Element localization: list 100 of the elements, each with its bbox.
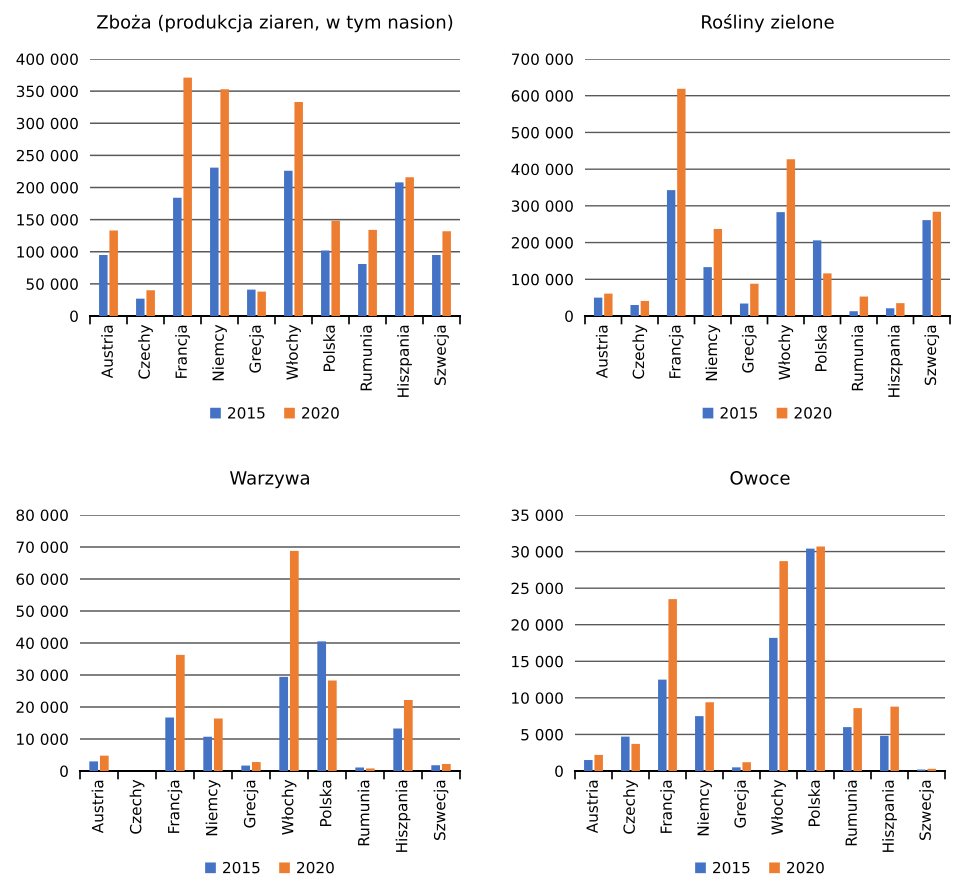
bar [165,718,174,771]
x-tick-label: Austria [92,780,104,834]
chart-title: Zboża (produkcja ziaren, w tym nasion) [97,14,452,32]
bar [584,760,593,771]
x-tick-label: Grecja [244,780,258,828]
y-tick-label: 20 000 [16,701,68,714]
x-tick-label: Czechy [130,780,144,834]
bar [393,728,402,771]
bar [294,102,303,316]
x-tick-label: Niemcy [206,780,220,836]
bar [404,700,413,771]
y-tick-label: 200 000 [16,182,78,194]
legend-label: 2015 [228,407,264,419]
bar [366,768,375,771]
x-tick-label: Czechy [623,780,638,834]
y-tick-label: 500 000 [512,126,573,138]
x-tick-label: Szwecja [924,326,940,385]
bar [823,273,832,316]
bar [922,220,931,316]
x-tick-label: Hiszpania [888,326,903,397]
y-tick-label: 100 000 [17,246,78,258]
bar [241,766,250,771]
x-tick-label: Austria [586,780,598,834]
bar [279,676,288,771]
x-tick-label: Czechy [632,324,648,379]
x-tick-label: Hiszpania [397,326,412,397]
y-tick-label: 20 000 [512,619,563,631]
bar [220,89,229,316]
y-tick-label: 400 000 [16,53,78,66]
x-tick-label: Francja [668,326,684,378]
bar [594,754,603,771]
y-tick-label: 0 [70,310,78,322]
x-tick-label: Polska [814,326,827,371]
x-tick-label: Francja [660,780,675,833]
bar [668,599,677,771]
bar [604,294,613,316]
bar [621,736,630,771]
y-tick-label: 250 000 [16,150,78,162]
bar [99,254,108,316]
y-tick-label: 5 000 [521,728,563,740]
bar [640,300,650,316]
y-tick-label: 80 000 [16,509,68,522]
x-tick-label: Grecja [742,326,757,373]
y-tick-label: 25 000 [512,582,563,594]
y-tick-label: 600 000 [512,90,573,102]
bar [677,88,686,316]
y-tick-label: 15 000 [512,656,563,668]
x-tick-label: Hiszpania [396,780,410,852]
bar [630,304,639,316]
x-tick-label: Włochy [286,324,301,380]
bar [860,296,868,316]
bar [290,550,299,771]
x-tick-label: Niemcy [697,780,712,836]
x-tick-label: Czechy [138,324,153,379]
bar [136,298,145,316]
bar [849,311,858,316]
y-tick-label: 400 000 [511,164,573,176]
x-tick-label: Szwecja [919,780,934,840]
y-tick-label: 30 000 [512,546,563,558]
y-tick-label: 0 [60,765,68,778]
y-tick-label: 0 [565,310,573,322]
legend-label: 2020 [787,862,824,874]
y-tick-label: 300 000 [512,200,573,212]
chart-title: Warzywa [230,471,309,488]
x-tick-label: Rumunia [360,326,372,390]
x-tick-label: Francja [175,326,190,378]
bar [431,765,440,771]
x-tick-label: Polska [320,780,332,826]
bar [405,177,414,316]
bar [896,303,905,316]
bar [666,190,676,316]
bar [631,744,640,771]
y-tick-label: 700 000 [512,53,573,66]
bar [786,159,796,316]
y-tick-label: 200 000 [512,237,573,249]
bar [109,230,118,316]
y-tick-label: 30 000 [16,669,68,682]
bar [89,761,98,771]
x-tick-label: Grecja [249,326,264,373]
legend-label: 2020 [302,407,339,419]
bar [750,284,759,316]
bar [740,304,748,316]
bar [742,762,751,771]
bar [442,764,451,771]
bar [368,230,377,316]
y-tick-label: 50 000 [26,278,78,290]
bar [252,762,261,771]
x-tick-label: Austria [596,326,608,378]
bar [779,561,788,771]
bar [732,767,741,771]
legend-label: 2015 [720,407,757,419]
bar [247,290,256,316]
y-tick-label: 50 000 [16,605,68,618]
bar [853,708,862,771]
legend-label: 2020 [297,862,334,874]
bar [214,718,223,771]
x-tick-label: Hiszpania [882,780,897,852]
bar [176,654,185,771]
bar [594,298,602,316]
y-tick-label: 0 [555,765,563,778]
